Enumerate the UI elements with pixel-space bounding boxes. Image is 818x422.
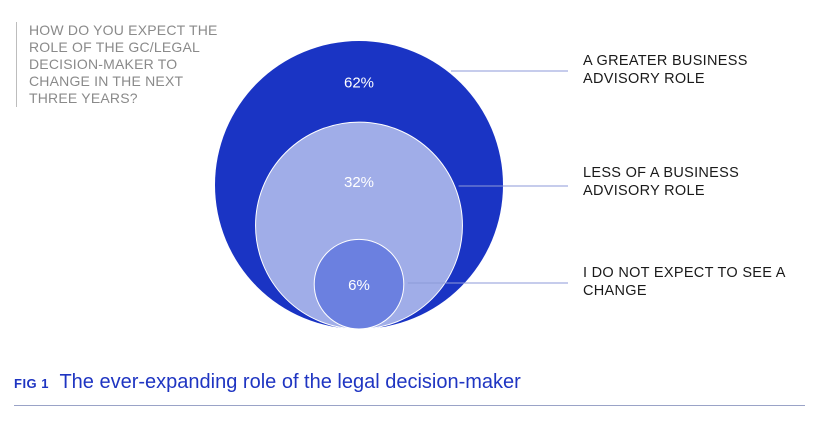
- value-label-less: 32%: [344, 174, 374, 191]
- figure-caption: FIG 1 The ever-expanding role of the leg…: [14, 371, 521, 394]
- value-label-no-change: 6%: [348, 277, 370, 294]
- legend-label-greater: A GREATER BUSINESS ADVISORY ROLE: [583, 53, 748, 87]
- bubble-chart: 62% 32% 6%: [215, 41, 568, 330]
- value-label-greater: 62%: [344, 75, 374, 92]
- figure-title: The ever-expanding role of the legal dec…: [59, 371, 521, 393]
- bubble-no-change: [313, 238, 405, 330]
- legend-label-less: LESS OF A BUSINESS ADVISORY ROLE: [583, 165, 740, 199]
- caption-rule: [14, 405, 805, 406]
- figure-number: FIG 1: [14, 376, 50, 391]
- question-text: HOW DO YOU EXPECT THE ROLE OF THE GC/LEG…: [16, 22, 229, 107]
- legend-label-no-change: I DO NOT EXPECT TO SEE A CHANGE: [583, 265, 785, 299]
